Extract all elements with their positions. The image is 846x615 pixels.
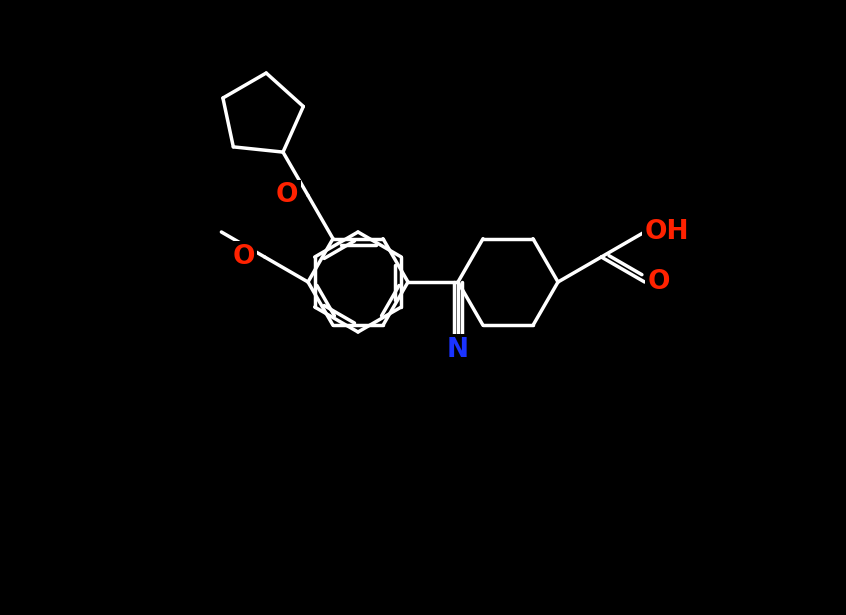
Text: O: O: [276, 183, 298, 208]
Text: N: N: [447, 337, 469, 363]
Text: OH: OH: [645, 219, 689, 245]
Text: O: O: [232, 244, 255, 270]
Text: O: O: [647, 269, 670, 295]
